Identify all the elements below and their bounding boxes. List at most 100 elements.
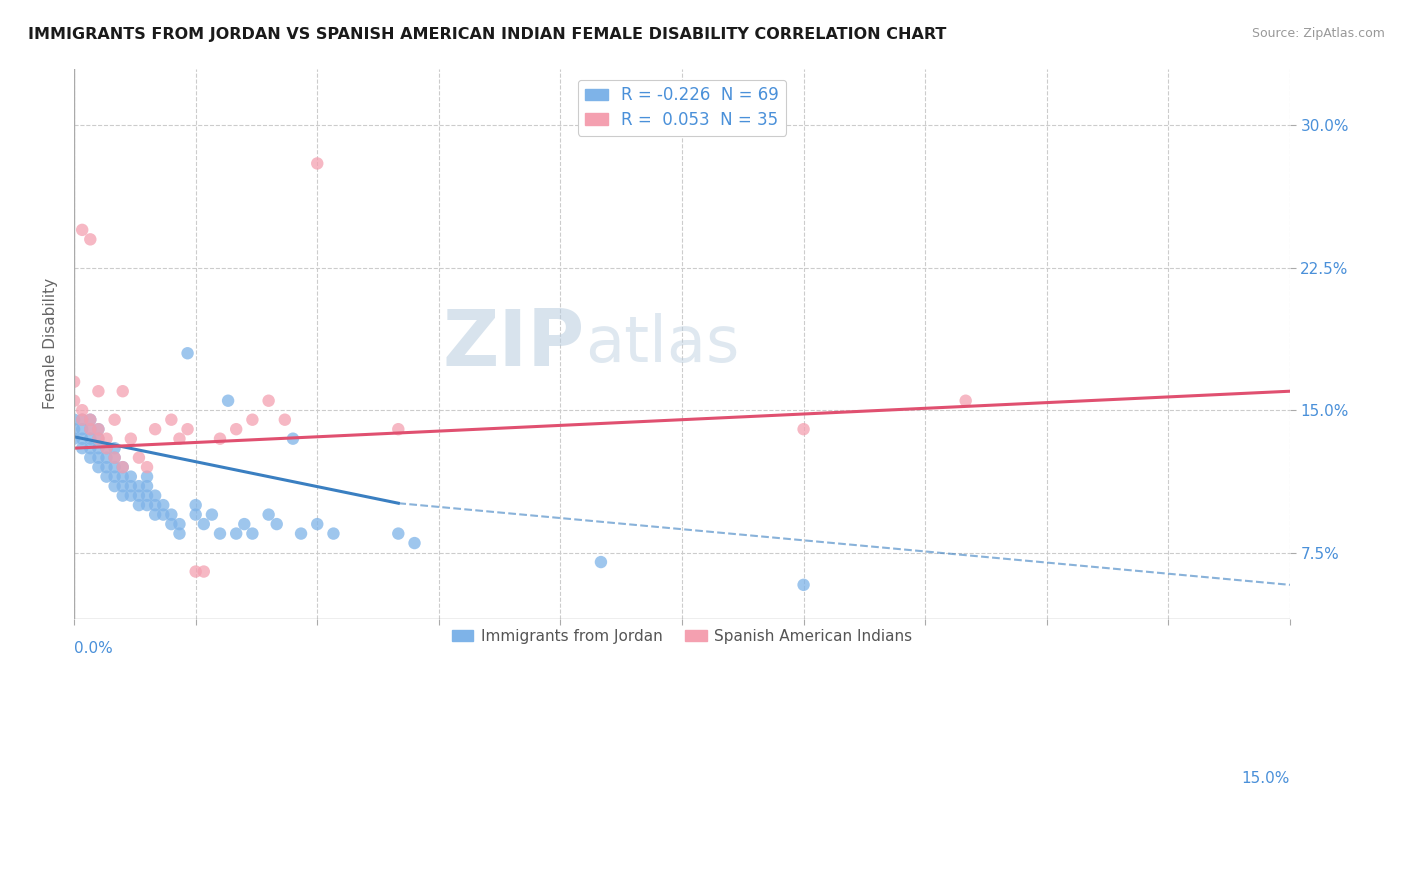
Point	[143, 489, 166, 503]
Point	[589, 555, 612, 569]
Y-axis label: Female Disability: Female Disability	[44, 278, 58, 409]
Point	[96, 441, 118, 455]
Point	[120, 479, 142, 493]
Point	[111, 460, 134, 475]
Point	[79, 422, 101, 436]
Point	[87, 441, 110, 455]
Point	[70, 413, 93, 427]
Point	[169, 517, 191, 532]
Point	[96, 441, 118, 455]
Point	[257, 393, 280, 408]
Point	[793, 578, 815, 592]
Point	[152, 508, 174, 522]
Point	[128, 479, 150, 493]
Point	[79, 413, 101, 427]
Point	[193, 565, 215, 579]
Point	[176, 346, 198, 360]
Point	[128, 498, 150, 512]
Point	[281, 432, 304, 446]
Point	[70, 413, 93, 427]
Text: 15.0%: 15.0%	[1241, 771, 1289, 786]
Point	[87, 460, 110, 475]
Point	[70, 422, 93, 436]
Point	[955, 393, 977, 408]
Point	[225, 422, 247, 436]
Point	[63, 432, 86, 446]
Point	[143, 422, 166, 436]
Point	[266, 517, 288, 532]
Point	[63, 375, 86, 389]
Point	[184, 565, 207, 579]
Point	[96, 469, 118, 483]
Point	[96, 432, 118, 446]
Point	[87, 432, 110, 446]
Point	[111, 469, 134, 483]
Point	[128, 450, 150, 465]
Text: IMMIGRANTS FROM JORDAN VS SPANISH AMERICAN INDIAN FEMALE DISABILITY CORRELATION : IMMIGRANTS FROM JORDAN VS SPANISH AMERIC…	[28, 27, 946, 42]
Point	[70, 441, 93, 455]
Point	[169, 526, 191, 541]
Point	[104, 460, 127, 475]
Point	[169, 432, 191, 446]
Point	[120, 432, 142, 446]
Point	[128, 489, 150, 503]
Point	[387, 526, 409, 541]
Point	[111, 479, 134, 493]
Point	[63, 413, 86, 427]
Point	[136, 489, 159, 503]
Point	[387, 422, 409, 436]
Point	[217, 393, 239, 408]
Point	[152, 498, 174, 512]
Point	[79, 441, 101, 455]
Point	[104, 450, 127, 465]
Point	[136, 498, 159, 512]
Point	[793, 422, 815, 436]
Point	[184, 498, 207, 512]
Point	[290, 526, 312, 541]
Point	[79, 232, 101, 246]
Point	[274, 413, 297, 427]
Point	[120, 469, 142, 483]
Point	[201, 508, 224, 522]
Point	[104, 450, 127, 465]
Point	[322, 526, 344, 541]
Text: 0.0%: 0.0%	[75, 641, 112, 656]
Point	[104, 469, 127, 483]
Point	[63, 393, 86, 408]
Point	[87, 422, 110, 436]
Point	[79, 413, 101, 427]
Point	[104, 441, 127, 455]
Point	[184, 508, 207, 522]
Point	[404, 536, 426, 550]
Point	[87, 384, 110, 399]
Point	[96, 460, 118, 475]
Point	[143, 508, 166, 522]
Point	[160, 508, 183, 522]
Point	[193, 517, 215, 532]
Point	[111, 489, 134, 503]
Point	[208, 432, 231, 446]
Point	[104, 413, 127, 427]
Point	[87, 422, 110, 436]
Point	[160, 517, 183, 532]
Point	[233, 517, 256, 532]
Point	[87, 432, 110, 446]
Point	[307, 156, 329, 170]
Legend: Immigrants from Jordan, Spanish American Indians: Immigrants from Jordan, Spanish American…	[446, 623, 918, 650]
Point	[63, 422, 86, 436]
Point	[257, 508, 280, 522]
Point	[225, 526, 247, 541]
Point	[143, 498, 166, 512]
Point	[79, 450, 101, 465]
Point	[70, 432, 93, 446]
Point	[120, 489, 142, 503]
Text: Source: ZipAtlas.com: Source: ZipAtlas.com	[1251, 27, 1385, 40]
Point	[307, 517, 329, 532]
Point	[111, 384, 134, 399]
Point	[242, 526, 264, 541]
Point	[70, 403, 93, 417]
Text: atlas: atlas	[585, 313, 740, 375]
Point	[87, 450, 110, 465]
Point	[96, 450, 118, 465]
Point	[176, 422, 198, 436]
